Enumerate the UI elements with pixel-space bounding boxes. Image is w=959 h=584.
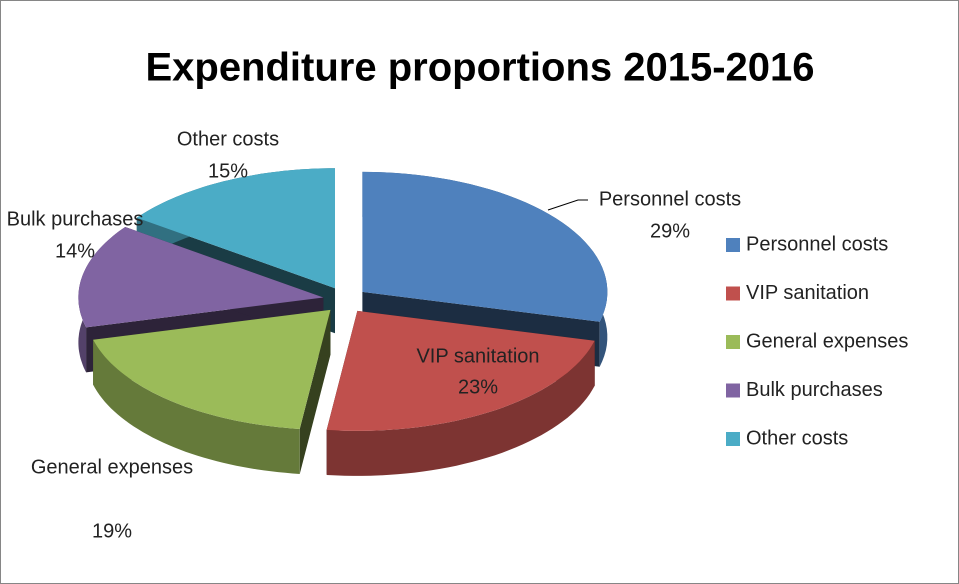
- slice-top: [78, 227, 324, 328]
- legend-swatch: [726, 238, 740, 252]
- data-label-name: Bulk purchases: [7, 208, 144, 230]
- slice: [326, 310, 595, 476]
- slice-top: [326, 310, 595, 431]
- slice-top: [136, 168, 336, 289]
- chart-title: Expenditure proportions 2015-2016: [145, 46, 814, 90]
- data-label-value: 29%: [650, 220, 690, 242]
- slice-top: [362, 171, 608, 322]
- data-label-value: 14%: [55, 240, 95, 262]
- legend-swatch: [726, 432, 740, 446]
- legend-swatch: [726, 383, 740, 398]
- data-label-value: 15%: [208, 160, 248, 182]
- slice-top: [93, 309, 331, 429]
- data-label-name: General expenses: [31, 456, 193, 478]
- legend-label: Bulk purchases: [746, 379, 883, 401]
- slice: [93, 309, 331, 474]
- legend-label: Personnel costs: [746, 233, 888, 255]
- data-label-value: 19%: [92, 520, 132, 542]
- legend-swatch: [726, 286, 740, 301]
- slice-rim: [326, 340, 595, 476]
- data-label-value: 23%: [458, 376, 498, 398]
- legend-swatch: [726, 335, 740, 349]
- data-label-name: Other costs: [177, 128, 279, 150]
- legend-label: VIP sanitation: [746, 282, 869, 304]
- legend-label: Other costs: [746, 427, 848, 449]
- leader-line: [547, 199, 588, 211]
- legend-label: General expenses: [746, 330, 908, 352]
- slice-rim: [93, 339, 300, 474]
- data-label-name: VIP sanitation: [416, 345, 539, 367]
- data-label-name: Personnel costs: [599, 188, 741, 210]
